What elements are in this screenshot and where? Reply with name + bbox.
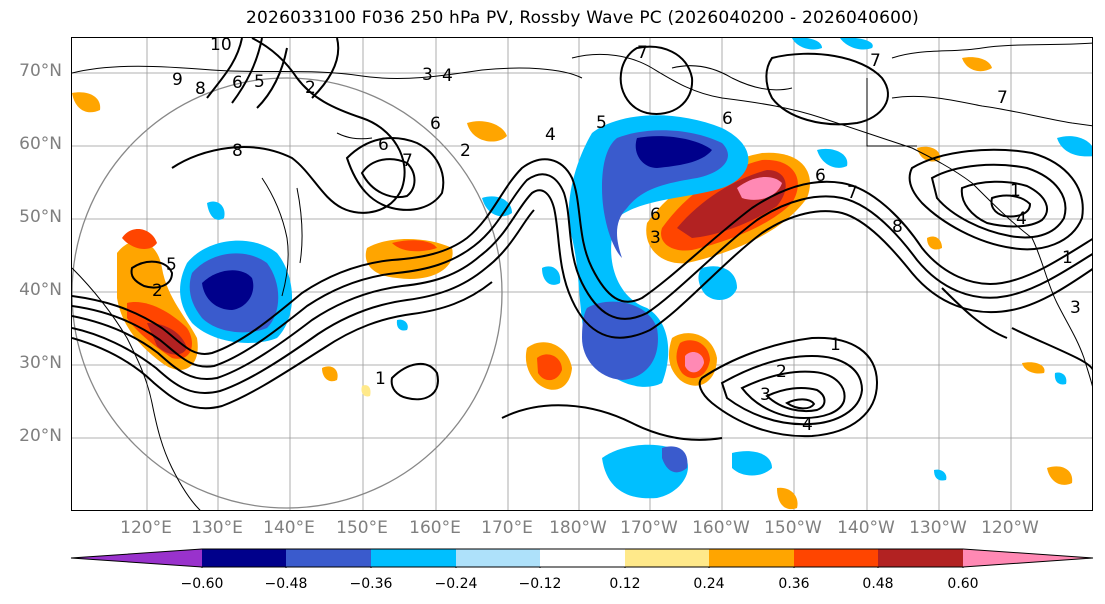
lon-label: 120°W (981, 518, 1039, 538)
colorbar-segment (878, 549, 963, 567)
contour-label: 6 (232, 73, 243, 93)
lat-label: 60°N (19, 134, 62, 154)
colorbar-segment (456, 549, 540, 567)
contour-label: 4 (545, 125, 556, 145)
lon-label: 120°E (120, 518, 172, 538)
lon-label: 130°W (909, 518, 967, 538)
lon-label: 140°W (837, 518, 895, 538)
contour-label: 5 (596, 113, 607, 133)
contour-label: 7 (847, 183, 858, 203)
map-title: 2026033100 F036 250 hPa PV, Rossby Wave … (246, 8, 919, 28)
colorbar-tick-label: −0.24 (434, 576, 478, 592)
colorbar-tick-label: −0.48 (264, 576, 308, 592)
lon-label: 130°E (191, 518, 243, 538)
lon-label: 180°W (549, 518, 607, 538)
contour-label: 7 (402, 151, 413, 171)
colorbar-tick-label: 0.36 (778, 576, 810, 592)
contour-label: 1 (375, 369, 386, 389)
lon-label: 150°W (764, 518, 822, 538)
contour-label: 7 (997, 88, 1008, 108)
contour-label: 2 (776, 362, 787, 382)
contour-label: 4 (1016, 209, 1027, 229)
contour-label: 3 (760, 385, 771, 405)
contour-label: 6 (722, 109, 733, 129)
colorbar-segment (286, 549, 371, 567)
pv-map-canvas: 10 9 8 6 5 2 3 4 7 6 6 7 4 5 7 6 6 7 8 5… (72, 38, 1092, 510)
colorbar-segment (540, 549, 625, 567)
colorbar-tick-label: −0.36 (349, 576, 393, 592)
negative-anomaly-shading (180, 38, 1092, 499)
lat-label: 40°N (19, 280, 62, 300)
contour-label: 7 (870, 51, 881, 71)
pv-contours (72, 38, 1092, 441)
colorbar-tick-label: 0.48 (862, 576, 894, 592)
colorbar-tick-label: 0.24 (693, 576, 725, 592)
contour-label: 3 (1070, 298, 1081, 318)
contour-label: 1 (1062, 248, 1073, 268)
contour-label: 5 (166, 255, 177, 275)
colorbar-segment (71, 549, 202, 567)
contour-label: 7 (637, 43, 648, 63)
colorbar-segment (625, 549, 709, 567)
contour-label: 4 (802, 415, 813, 435)
colorbar-segment (963, 549, 1093, 567)
colorbar-tick-label: 0.60 (947, 576, 979, 592)
contour-label: 1 (1010, 181, 1021, 201)
contour-label: 8 (892, 217, 903, 237)
contour-label: 3 (650, 228, 661, 248)
contour-label: 8 (195, 79, 206, 99)
contour-label: 4 (442, 66, 453, 86)
contour-label: 8 (232, 141, 243, 161)
contour-label: 9 (172, 70, 183, 90)
lon-label: 140°E (263, 518, 315, 538)
colorbar (70, 548, 1094, 568)
colorbar-segment (371, 549, 456, 567)
contour-label: 10 (210, 38, 232, 55)
colorbar-segment (794, 549, 878, 567)
contour-label: 2 (152, 281, 163, 301)
range-circle (72, 77, 503, 509)
map-plot-area: 10 9 8 6 5 2 3 4 7 6 6 7 4 5 7 6 6 7 8 5… (71, 37, 1093, 511)
lat-label: 30°N (19, 353, 62, 373)
lon-label: 170°E (481, 518, 533, 538)
contour-labels: 10 9 8 6 5 2 3 4 7 6 6 7 4 5 7 6 6 7 8 5… (152, 38, 1081, 435)
contour-label: 3 (422, 65, 433, 85)
contour-label: 6 (815, 166, 826, 186)
colorbar-ticks (201, 567, 964, 568)
contour-label: 1 (830, 335, 841, 355)
lon-label: 160°W (692, 518, 750, 538)
lon-label: 160°E (409, 518, 461, 538)
lon-label: 170°W (620, 518, 678, 538)
contour-label: 6 (650, 205, 661, 225)
contour-label: 5 (254, 72, 265, 92)
colorbar-tick-label: −0.60 (180, 576, 224, 592)
lat-label: 20°N (19, 426, 62, 446)
contour-label: 2 (305, 78, 316, 98)
contour-label: 6 (430, 114, 441, 134)
lon-label: 150°E (336, 518, 388, 538)
contour-label: 6 (378, 135, 389, 155)
colorbar-segment (202, 549, 286, 567)
colorbar-tick-label: −0.12 (518, 576, 562, 592)
colorbar-tick-label: 0.12 (609, 576, 641, 592)
colorbar-segment (709, 549, 794, 567)
lat-label: 70°N (19, 61, 62, 81)
contour-label: 2 (460, 141, 471, 161)
lat-label: 50°N (19, 207, 62, 227)
